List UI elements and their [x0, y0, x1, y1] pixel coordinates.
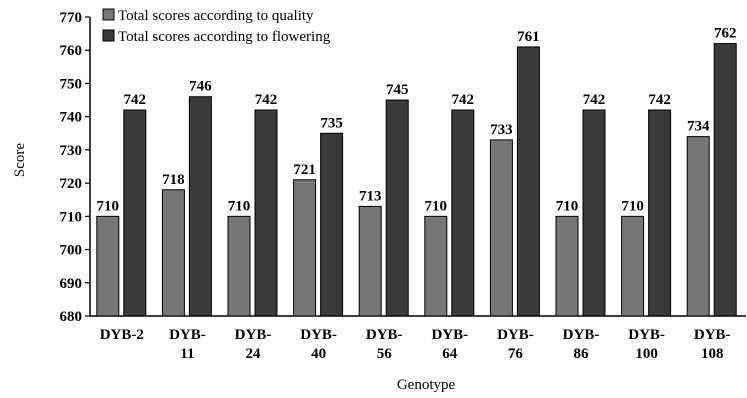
data-label: 742 — [255, 92, 278, 108]
x-tick-label: DYB- — [235, 327, 272, 343]
bar-flowering — [713, 43, 737, 317]
x-tick-label: 100 — [635, 346, 658, 362]
data-label: 721 — [293, 162, 316, 178]
data-label: 742 — [583, 92, 606, 108]
x-tick-label: 76 — [508, 346, 524, 362]
x-tick-label: DYB- — [300, 327, 337, 343]
data-label: 734 — [687, 119, 710, 135]
bar-flowering — [123, 109, 147, 317]
data-label: 746 — [189, 79, 212, 95]
legend-label: Total scores according to quality — [118, 8, 314, 24]
x-axis-title: Genotype — [397, 377, 456, 393]
x-tick-label: DYB- — [431, 327, 468, 343]
bar-flowering — [516, 46, 540, 317]
x-tick-label: DYB- — [628, 327, 665, 343]
bar-quality — [227, 215, 251, 317]
data-label: 762 — [714, 26, 737, 42]
bar-quality — [686, 136, 710, 317]
legend-swatch — [102, 8, 115, 21]
data-label: 713 — [359, 188, 382, 204]
bar-quality — [96, 215, 120, 317]
y-tick-label: 690 — [60, 276, 83, 292]
y-tick-label: 700 — [60, 243, 83, 259]
x-tick-label: 64 — [442, 346, 458, 362]
x-tick-label: DYB- — [366, 327, 403, 343]
legend-label: Total scores according to flowering — [118, 29, 331, 45]
bar-quality — [424, 215, 448, 317]
bar-flowering — [582, 109, 606, 317]
bar-quality — [621, 215, 645, 317]
bar-flowering — [254, 109, 278, 317]
legend: Total scores according to quality Total s… — [102, 8, 331, 45]
data-label: 710 — [425, 198, 448, 214]
x-tick-label: DYB- — [694, 327, 731, 343]
y-tick-label: 750 — [60, 76, 83, 92]
x-tick-label: DYB-2 — [100, 327, 144, 343]
y-tick-label: 710 — [60, 209, 83, 225]
x-tick-label: 86 — [574, 346, 590, 362]
data-label: 710 — [556, 198, 579, 214]
bars — [96, 43, 737, 317]
legend-swatch — [102, 29, 115, 42]
data-label: 710 — [621, 198, 644, 214]
bar-flowering — [385, 99, 409, 317]
data-label: 735 — [320, 115, 343, 131]
bar-quality — [358, 205, 382, 317]
bar-flowering — [188, 96, 212, 317]
data-label: 742 — [648, 92, 671, 108]
bar-quality — [161, 189, 185, 317]
data-label: 710 — [97, 198, 120, 214]
x-tick-label: 11 — [180, 346, 194, 362]
data-label: 710 — [228, 198, 251, 214]
y-tick-label: 720 — [60, 176, 83, 192]
labels: 710 742 DYB-2 718 746 DYB- 11 710 742 DYB- 24 721 73… — [97, 26, 737, 362]
y-tick-label: 770 — [60, 10, 83, 26]
bar-quality — [489, 139, 513, 317]
data-label: 742 — [124, 92, 147, 108]
x-tick-label: 40 — [311, 346, 326, 362]
data-label: 742 — [452, 92, 475, 108]
y-tick-label: 760 — [60, 43, 83, 59]
y-tick-label: 730 — [60, 143, 83, 159]
x-tick-label: DYB- — [563, 327, 600, 343]
data-label: 718 — [162, 172, 185, 188]
x-tick-label: 24 — [246, 346, 262, 362]
bar-flowering — [648, 109, 672, 317]
data-label: 733 — [490, 122, 513, 138]
y-axis-title: Score — [12, 143, 28, 177]
y-tick-label: 740 — [60, 110, 83, 126]
bar-quality — [293, 179, 317, 317]
data-label: 745 — [386, 82, 409, 98]
x-tick-label: DYB- — [169, 327, 206, 343]
bar-flowering — [451, 109, 475, 317]
y-tick-label: 680 — [60, 309, 83, 325]
data-label: 761 — [517, 29, 540, 45]
x-tick-label: 56 — [377, 346, 393, 362]
x-tick-label: 108 — [701, 346, 724, 362]
bar-quality — [555, 215, 579, 317]
bar-flowering — [320, 132, 344, 317]
x-tick-label: DYB- — [497, 327, 534, 343]
